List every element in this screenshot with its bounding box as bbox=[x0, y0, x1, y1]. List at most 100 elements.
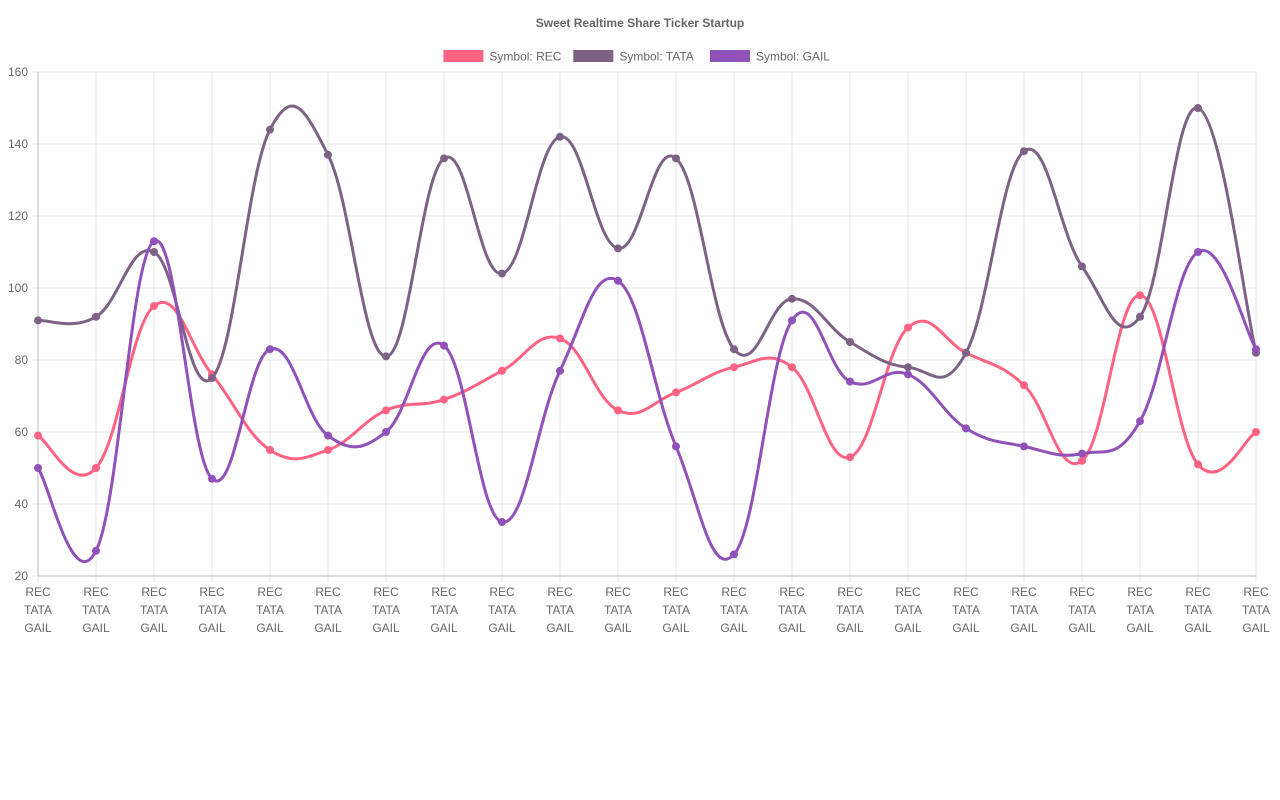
data-point[interactable] bbox=[730, 550, 738, 559]
data-point[interactable] bbox=[614, 276, 622, 285]
data-point[interactable] bbox=[440, 154, 448, 163]
data-point[interactable] bbox=[382, 406, 390, 415]
data-point[interactable] bbox=[498, 366, 506, 375]
data-point[interactable] bbox=[556, 132, 564, 141]
y-tick-label: 20 bbox=[15, 569, 29, 583]
data-point[interactable] bbox=[846, 377, 854, 386]
data-point[interactable] bbox=[1194, 104, 1202, 112]
x-tick-label: GAIL bbox=[546, 621, 574, 635]
data-point[interactable] bbox=[788, 316, 796, 325]
x-tick-label: GAIL bbox=[488, 621, 516, 635]
data-point[interactable] bbox=[1136, 312, 1144, 321]
x-tick-label: TATA bbox=[198, 603, 226, 617]
data-point[interactable] bbox=[788, 363, 796, 372]
data-point[interactable] bbox=[34, 431, 42, 440]
data-point[interactable] bbox=[150, 302, 158, 310]
data-point[interactable] bbox=[1020, 381, 1028, 390]
x-tick-label: TATA bbox=[1126, 603, 1154, 617]
grid bbox=[32, 71, 1257, 582]
data-point[interactable] bbox=[440, 395, 448, 404]
legend-label: Symbol: GAIL bbox=[756, 50, 830, 64]
data-point[interactable] bbox=[672, 154, 680, 163]
data-point[interactable] bbox=[92, 312, 100, 321]
x-tick-label: REC bbox=[1127, 585, 1153, 599]
data-point[interactable] bbox=[1078, 449, 1086, 458]
data-point[interactable] bbox=[962, 424, 970, 433]
x-tick-label: GAIL bbox=[1068, 621, 1096, 635]
data-point[interactable] bbox=[92, 464, 100, 472]
data-point[interactable] bbox=[34, 316, 42, 325]
data-point[interactable] bbox=[556, 366, 564, 375]
x-tick-label: GAIL bbox=[82, 621, 110, 635]
data-point[interactable] bbox=[1078, 456, 1086, 465]
data-point[interactable] bbox=[1194, 460, 1202, 469]
data-point[interactable] bbox=[846, 453, 854, 462]
x-tick-label: GAIL bbox=[24, 621, 52, 635]
x-tick-label: GAIL bbox=[894, 621, 922, 635]
data-point[interactable] bbox=[1136, 417, 1144, 426]
data-point[interactable] bbox=[208, 374, 216, 382]
data-point[interactable] bbox=[382, 428, 390, 436]
data-point[interactable] bbox=[92, 546, 100, 555]
data-point[interactable] bbox=[1252, 345, 1260, 354]
data-point[interactable] bbox=[440, 341, 448, 350]
data-point[interactable] bbox=[266, 345, 274, 354]
x-tick-label: GAIL bbox=[372, 621, 400, 635]
x-tick-label: REC bbox=[895, 585, 921, 599]
data-point[interactable] bbox=[904, 363, 912, 372]
legend[interactable]: Symbol: REC Symbol: TATA Symbol: GAIL bbox=[443, 50, 830, 64]
data-point[interactable] bbox=[324, 446, 332, 454]
x-tick-label: REC bbox=[663, 585, 689, 599]
legend-item[interactable]: Symbol: TATA bbox=[573, 50, 694, 64]
x-tick-label: TATA bbox=[24, 603, 52, 617]
data-point[interactable] bbox=[324, 150, 332, 159]
data-point[interactable] bbox=[498, 518, 506, 526]
data-point[interactable] bbox=[556, 334, 564, 343]
data-point[interactable] bbox=[846, 338, 854, 346]
x-tick-label: REC bbox=[257, 585, 283, 599]
x-tick-label: TATA bbox=[430, 603, 458, 617]
data-point[interactable] bbox=[614, 406, 622, 415]
data-point[interactable] bbox=[382, 352, 390, 361]
x-tick-label: GAIL bbox=[720, 621, 748, 635]
data-point[interactable] bbox=[730, 345, 738, 354]
data-point[interactable] bbox=[150, 248, 158, 256]
data-point[interactable] bbox=[1020, 442, 1028, 451]
data-point[interactable] bbox=[1252, 428, 1260, 436]
x-tick-label: TATA bbox=[488, 603, 516, 617]
data-point[interactable] bbox=[904, 323, 912, 332]
x-tick-label: TATA bbox=[952, 603, 980, 617]
legend-item[interactable]: Symbol: GAIL bbox=[709, 50, 830, 64]
data-point[interactable] bbox=[672, 388, 680, 397]
x-tick-label: TATA bbox=[82, 603, 110, 617]
data-point[interactable] bbox=[1194, 248, 1202, 256]
series-layer bbox=[34, 104, 1260, 563]
legend-item[interactable]: Symbol: REC bbox=[443, 50, 562, 64]
data-point[interactable] bbox=[1136, 291, 1144, 300]
data-point[interactable] bbox=[672, 442, 680, 451]
legend-swatch bbox=[573, 50, 614, 62]
x-tick-label: GAIL bbox=[140, 621, 168, 635]
data-point[interactable] bbox=[614, 244, 622, 253]
data-point[interactable] bbox=[266, 125, 274, 134]
data-point[interactable] bbox=[34, 464, 42, 472]
series-symbol-gail bbox=[34, 237, 1260, 563]
x-tick-label: TATA bbox=[894, 603, 922, 617]
data-point[interactable] bbox=[904, 370, 912, 379]
series-line bbox=[37, 293, 1257, 477]
data-point[interactable] bbox=[324, 431, 332, 440]
y-tick-label: 60 bbox=[15, 425, 29, 439]
data-point[interactable] bbox=[150, 237, 158, 246]
data-point[interactable] bbox=[1020, 147, 1028, 156]
series-line bbox=[36, 239, 1258, 563]
x-tick-label: TATA bbox=[372, 603, 400, 617]
legend-swatch bbox=[709, 50, 750, 62]
data-point[interactable] bbox=[266, 446, 274, 454]
data-point[interactable] bbox=[962, 348, 970, 357]
data-point[interactable] bbox=[498, 269, 506, 278]
data-point[interactable] bbox=[1078, 262, 1086, 271]
data-point[interactable] bbox=[788, 294, 796, 303]
data-point[interactable] bbox=[730, 363, 738, 372]
data-point[interactable] bbox=[208, 474, 216, 483]
